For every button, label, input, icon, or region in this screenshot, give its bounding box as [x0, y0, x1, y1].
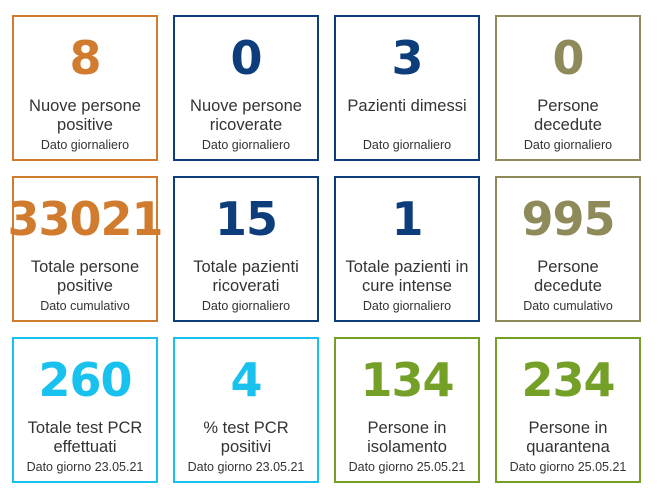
card-total-deaths: 995 Persone decedute Dato cumulativo	[495, 176, 641, 322]
card-subtitle: Dato giorno 23.05.21	[26, 460, 144, 474]
card-subtitle: Dato cumulativo	[40, 299, 130, 313]
card-label: Persone in isolamento	[367, 419, 447, 456]
card-value: 33021	[7, 192, 163, 246]
card-value: 4	[230, 353, 262, 407]
card-label: % test PCR positivi	[203, 419, 289, 456]
card-isolation: 134 Persone in isolamento Dato giorno 25.…	[334, 337, 480, 483]
card-subtitle: Dato cumulativo	[523, 299, 613, 313]
card-label: Totale test PCR effettuati	[27, 419, 143, 456]
card-pcr-positive-rate: 4 % test PCR positivi Dato giorno 23.05.2…	[173, 337, 319, 483]
card-subtitle: Dato giorno 25.05.21	[509, 460, 627, 474]
card-value: 1	[391, 192, 423, 246]
card-value: 995	[521, 192, 615, 246]
card-value: 234	[521, 353, 615, 407]
card-subtitle: Dato giornaliero	[362, 299, 452, 313]
card-value: 260	[38, 353, 132, 407]
card-value: 3	[391, 31, 423, 85]
card-value: 15	[214, 192, 278, 246]
card-label: Totale pazienti ricoverati	[193, 258, 299, 295]
card-label: Nuove persone positive	[29, 97, 141, 134]
card-subtitle: Dato giornaliero	[523, 138, 613, 152]
card-label: Pazienti dimessi	[347, 97, 467, 115]
card-new-positives: 8 Nuove persone positive Dato giornaliero	[12, 15, 158, 161]
card-new-hospitalized: 0 Nuove persone ricoverate Dato giornalie…	[173, 15, 319, 161]
card-value: 8	[69, 31, 101, 85]
card-total-positives: 33021 Totale persone positive Dato cumula…	[7, 176, 164, 322]
card-label: Totale pazienti in cure intense	[345, 258, 469, 295]
card-label: Totale persone positive	[30, 258, 140, 295]
card-quarantine: 234 Persone in quarantena Dato giorno 25.…	[495, 337, 641, 483]
card-value: 0	[230, 31, 262, 85]
card-label: Persone decedute	[534, 258, 602, 295]
card-subtitle: Dato giorno 23.05.21	[187, 460, 305, 474]
card-pcr-tests: 260 Totale test PCR effettuati Dato giorn…	[12, 337, 158, 483]
card-label: Persone in quarantena	[526, 419, 610, 456]
card-new-deaths: 0 Persone decedute Dato giornaliero	[495, 15, 641, 161]
card-subtitle: Dato giornaliero	[201, 138, 291, 152]
card-intensive-care: 1 Totale pazienti in cure intense Dato gi…	[334, 176, 480, 322]
card-subtitle: Dato giornaliero	[40, 138, 130, 152]
card-discharged: 3 Pazienti dimessi Dato giornaliero	[334, 15, 480, 161]
card-value: 134	[360, 353, 454, 407]
card-subtitle: Dato giorno 25.05.21	[348, 460, 466, 474]
card-total-hospitalized: 15 Totale pazienti ricoverati Dato giorna…	[173, 176, 319, 322]
card-value: 0	[552, 31, 584, 85]
card-label: Nuove persone ricoverate	[190, 97, 302, 134]
card-label: Persone decedute	[534, 97, 602, 134]
card-subtitle: Dato giornaliero	[362, 138, 452, 152]
card-subtitle: Dato giornaliero	[201, 299, 291, 313]
